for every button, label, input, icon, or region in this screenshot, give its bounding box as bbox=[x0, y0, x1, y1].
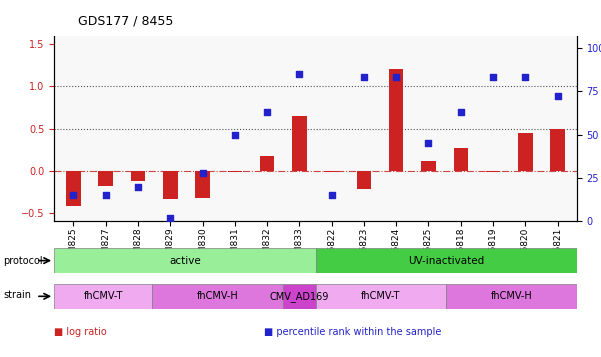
Point bbox=[553, 94, 563, 99]
Bar bbox=[228, 171, 242, 172]
Bar bbox=[454, 148, 468, 171]
Bar bbox=[292, 116, 307, 171]
Bar bbox=[389, 70, 403, 171]
Bar bbox=[421, 161, 436, 171]
Bar bbox=[486, 171, 500, 172]
Bar bbox=[54, 248, 316, 273]
Point bbox=[520, 75, 530, 80]
Text: GDS177 / 8455: GDS177 / 8455 bbox=[78, 14, 174, 27]
Text: UV-inactivated: UV-inactivated bbox=[408, 256, 484, 266]
Bar bbox=[316, 248, 577, 273]
Bar bbox=[260, 156, 275, 171]
Bar bbox=[325, 171, 339, 172]
Point bbox=[424, 140, 433, 146]
Text: protocol: protocol bbox=[3, 256, 43, 266]
Text: active: active bbox=[169, 256, 201, 266]
Point bbox=[230, 132, 240, 137]
Point bbox=[327, 192, 337, 198]
Point bbox=[69, 192, 78, 198]
Point bbox=[198, 170, 207, 176]
Bar bbox=[518, 133, 532, 171]
Text: CMV_AD169: CMV_AD169 bbox=[269, 291, 329, 302]
Point bbox=[133, 184, 143, 190]
Point bbox=[262, 109, 272, 115]
Bar bbox=[356, 171, 371, 189]
Point bbox=[391, 75, 401, 80]
Bar bbox=[283, 284, 316, 309]
Bar bbox=[316, 284, 446, 309]
Bar bbox=[99, 171, 113, 186]
Text: strain: strain bbox=[3, 290, 31, 300]
Bar bbox=[551, 129, 565, 171]
Point bbox=[488, 75, 498, 80]
Bar bbox=[163, 171, 177, 198]
Text: fhCMV-H: fhCMV-H bbox=[197, 291, 239, 301]
Text: fhCMV-H: fhCMV-H bbox=[491, 291, 532, 301]
Bar bbox=[54, 284, 152, 309]
Point bbox=[456, 109, 466, 115]
Text: ■ log ratio: ■ log ratio bbox=[54, 327, 107, 337]
Text: ■ percentile rank within the sample: ■ percentile rank within the sample bbox=[264, 327, 442, 337]
Bar bbox=[195, 171, 210, 198]
Bar bbox=[66, 171, 81, 206]
Text: fhCMV-T: fhCMV-T bbox=[84, 291, 123, 301]
Point bbox=[294, 71, 304, 77]
Point bbox=[359, 75, 369, 80]
Text: fhCMV-T: fhCMV-T bbox=[361, 291, 401, 301]
Bar bbox=[131, 171, 145, 181]
Point bbox=[165, 215, 175, 221]
Point bbox=[101, 192, 111, 198]
Bar bbox=[446, 284, 577, 309]
Bar bbox=[152, 284, 283, 309]
